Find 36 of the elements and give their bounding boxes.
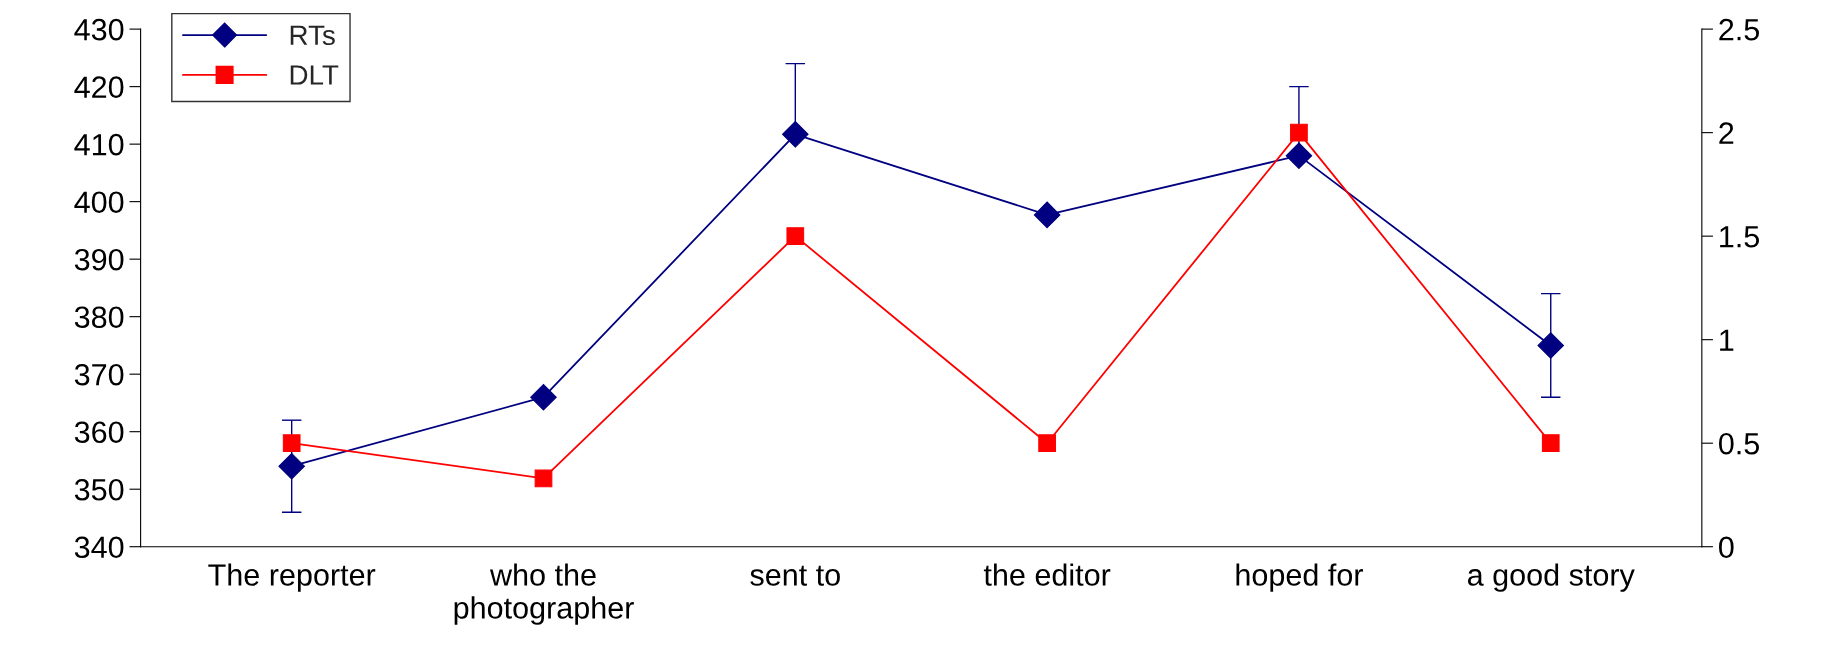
point	[1290, 123, 1308, 142]
y2-tick-label: 0.5	[1719, 432, 1759, 455]
point	[1033, 201, 1061, 229]
y-tick-label: 370	[74, 363, 124, 386]
x-tick-label: the editor	[983, 563, 1111, 586]
y2-tick-label: 1.5	[1720, 226, 1759, 248]
x-tick-label: a good story	[1467, 563, 1635, 592]
y-tick-label: 400	[74, 191, 124, 214]
x-tick-label: sent to	[750, 565, 840, 586]
y-tick-label: 420	[74, 76, 124, 98]
point	[1541, 434, 1560, 453]
x-tick-label: hoped for	[1236, 563, 1363, 592]
x-tick-label: who the photographer	[454, 563, 634, 625]
y2-tick-label: 2	[1719, 122, 1734, 144]
point	[782, 121, 809, 148]
y-tick-label: 410	[74, 133, 124, 156]
y2-tick-label: 0	[1719, 536, 1734, 559]
y-tick-label: 430	[74, 18, 124, 41]
legend-label: RTs	[290, 25, 335, 46]
y-tick-label: 350	[74, 478, 124, 501]
point	[534, 469, 553, 488]
point	[786, 227, 805, 246]
legend-label: DLT	[290, 65, 339, 85]
y-tick-label: 360	[74, 421, 124, 444]
y-tick-label: 380	[74, 306, 124, 329]
point	[282, 434, 301, 453]
y-tick-label: 390	[74, 248, 124, 271]
y-tick-label: 340	[74, 536, 124, 559]
point	[278, 452, 305, 480]
x-tick-label: The reporter	[208, 563, 376, 592]
point	[1537, 332, 1565, 359]
point	[1285, 142, 1313, 169]
point	[530, 383, 557, 411]
point	[1038, 434, 1056, 453]
y2-tick-label: 2.5	[1719, 18, 1759, 41]
y2-tick-label: 1	[1720, 329, 1734, 351]
